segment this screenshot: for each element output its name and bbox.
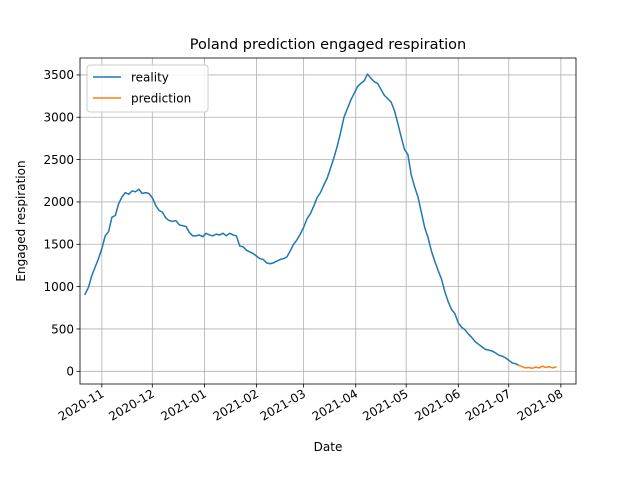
y-tick-label: 3500 — [43, 68, 74, 82]
legend-label-prediction: prediction — [131, 91, 191, 105]
series-line-prediction — [517, 364, 557, 370]
series-lines — [84, 73, 557, 370]
y-tick-label: 2500 — [43, 153, 74, 167]
y-tick-label: 2000 — [43, 195, 74, 209]
series-line-reality — [84, 73, 520, 367]
y-axis-title: Engaged respiration — [14, 160, 28, 281]
y-tick-label: 0 — [66, 365, 74, 379]
legend-label-reality: reality — [131, 70, 169, 84]
legend: reality prediction — [86, 64, 209, 113]
y-tick-label: 500 — [51, 322, 74, 336]
chart-title: Poland prediction engaged respiration — [190, 37, 466, 53]
y-tick-label: 3000 — [43, 111, 74, 125]
y-tick-label: 1000 — [43, 280, 74, 294]
x-axis-title: Date — [314, 440, 343, 454]
y-tick-label: 1500 — [43, 238, 74, 252]
plot-frame — [79, 57, 577, 385]
